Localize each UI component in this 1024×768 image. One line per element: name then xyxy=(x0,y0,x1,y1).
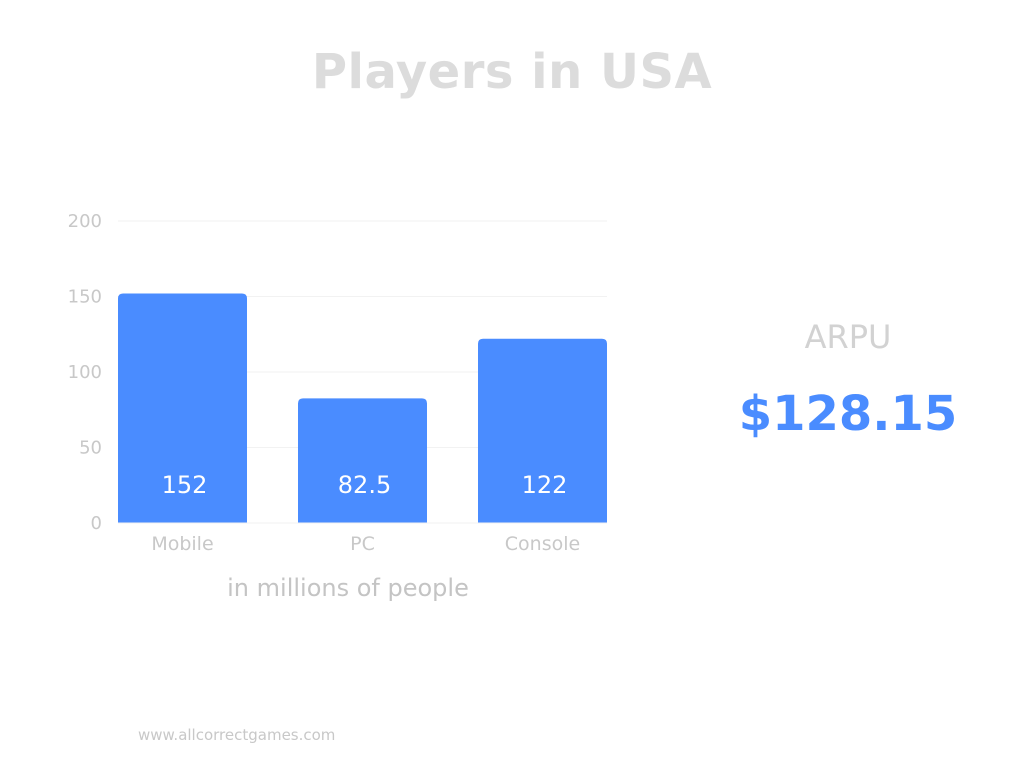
chart-title: Players in USA xyxy=(311,44,713,100)
x-tick-label: PC xyxy=(350,533,375,555)
bar-value-label: 82.5 xyxy=(338,471,391,499)
arpu-value: $128.15 xyxy=(738,386,958,442)
x-tick-label: Console xyxy=(505,533,580,555)
x-tick-label: Mobile xyxy=(151,533,213,555)
y-tick-label: 100 xyxy=(68,362,102,383)
y-tick-label: 150 xyxy=(68,287,102,308)
bar-value-label: 152 xyxy=(162,471,208,499)
bar-console xyxy=(478,338,607,523)
bar-value-label: 122 xyxy=(522,471,568,499)
y-tick-label: 200 xyxy=(68,211,102,232)
y-tick-label: 50 xyxy=(79,438,102,459)
bar-pc xyxy=(298,398,427,523)
arpu-label: ARPU xyxy=(804,318,892,356)
x-axis-label: in millions of people xyxy=(227,574,469,602)
footer-url: www.allcorrectgames.com xyxy=(138,726,336,744)
bar-mobile xyxy=(118,293,247,523)
y-tick-label: 0 xyxy=(91,513,102,534)
